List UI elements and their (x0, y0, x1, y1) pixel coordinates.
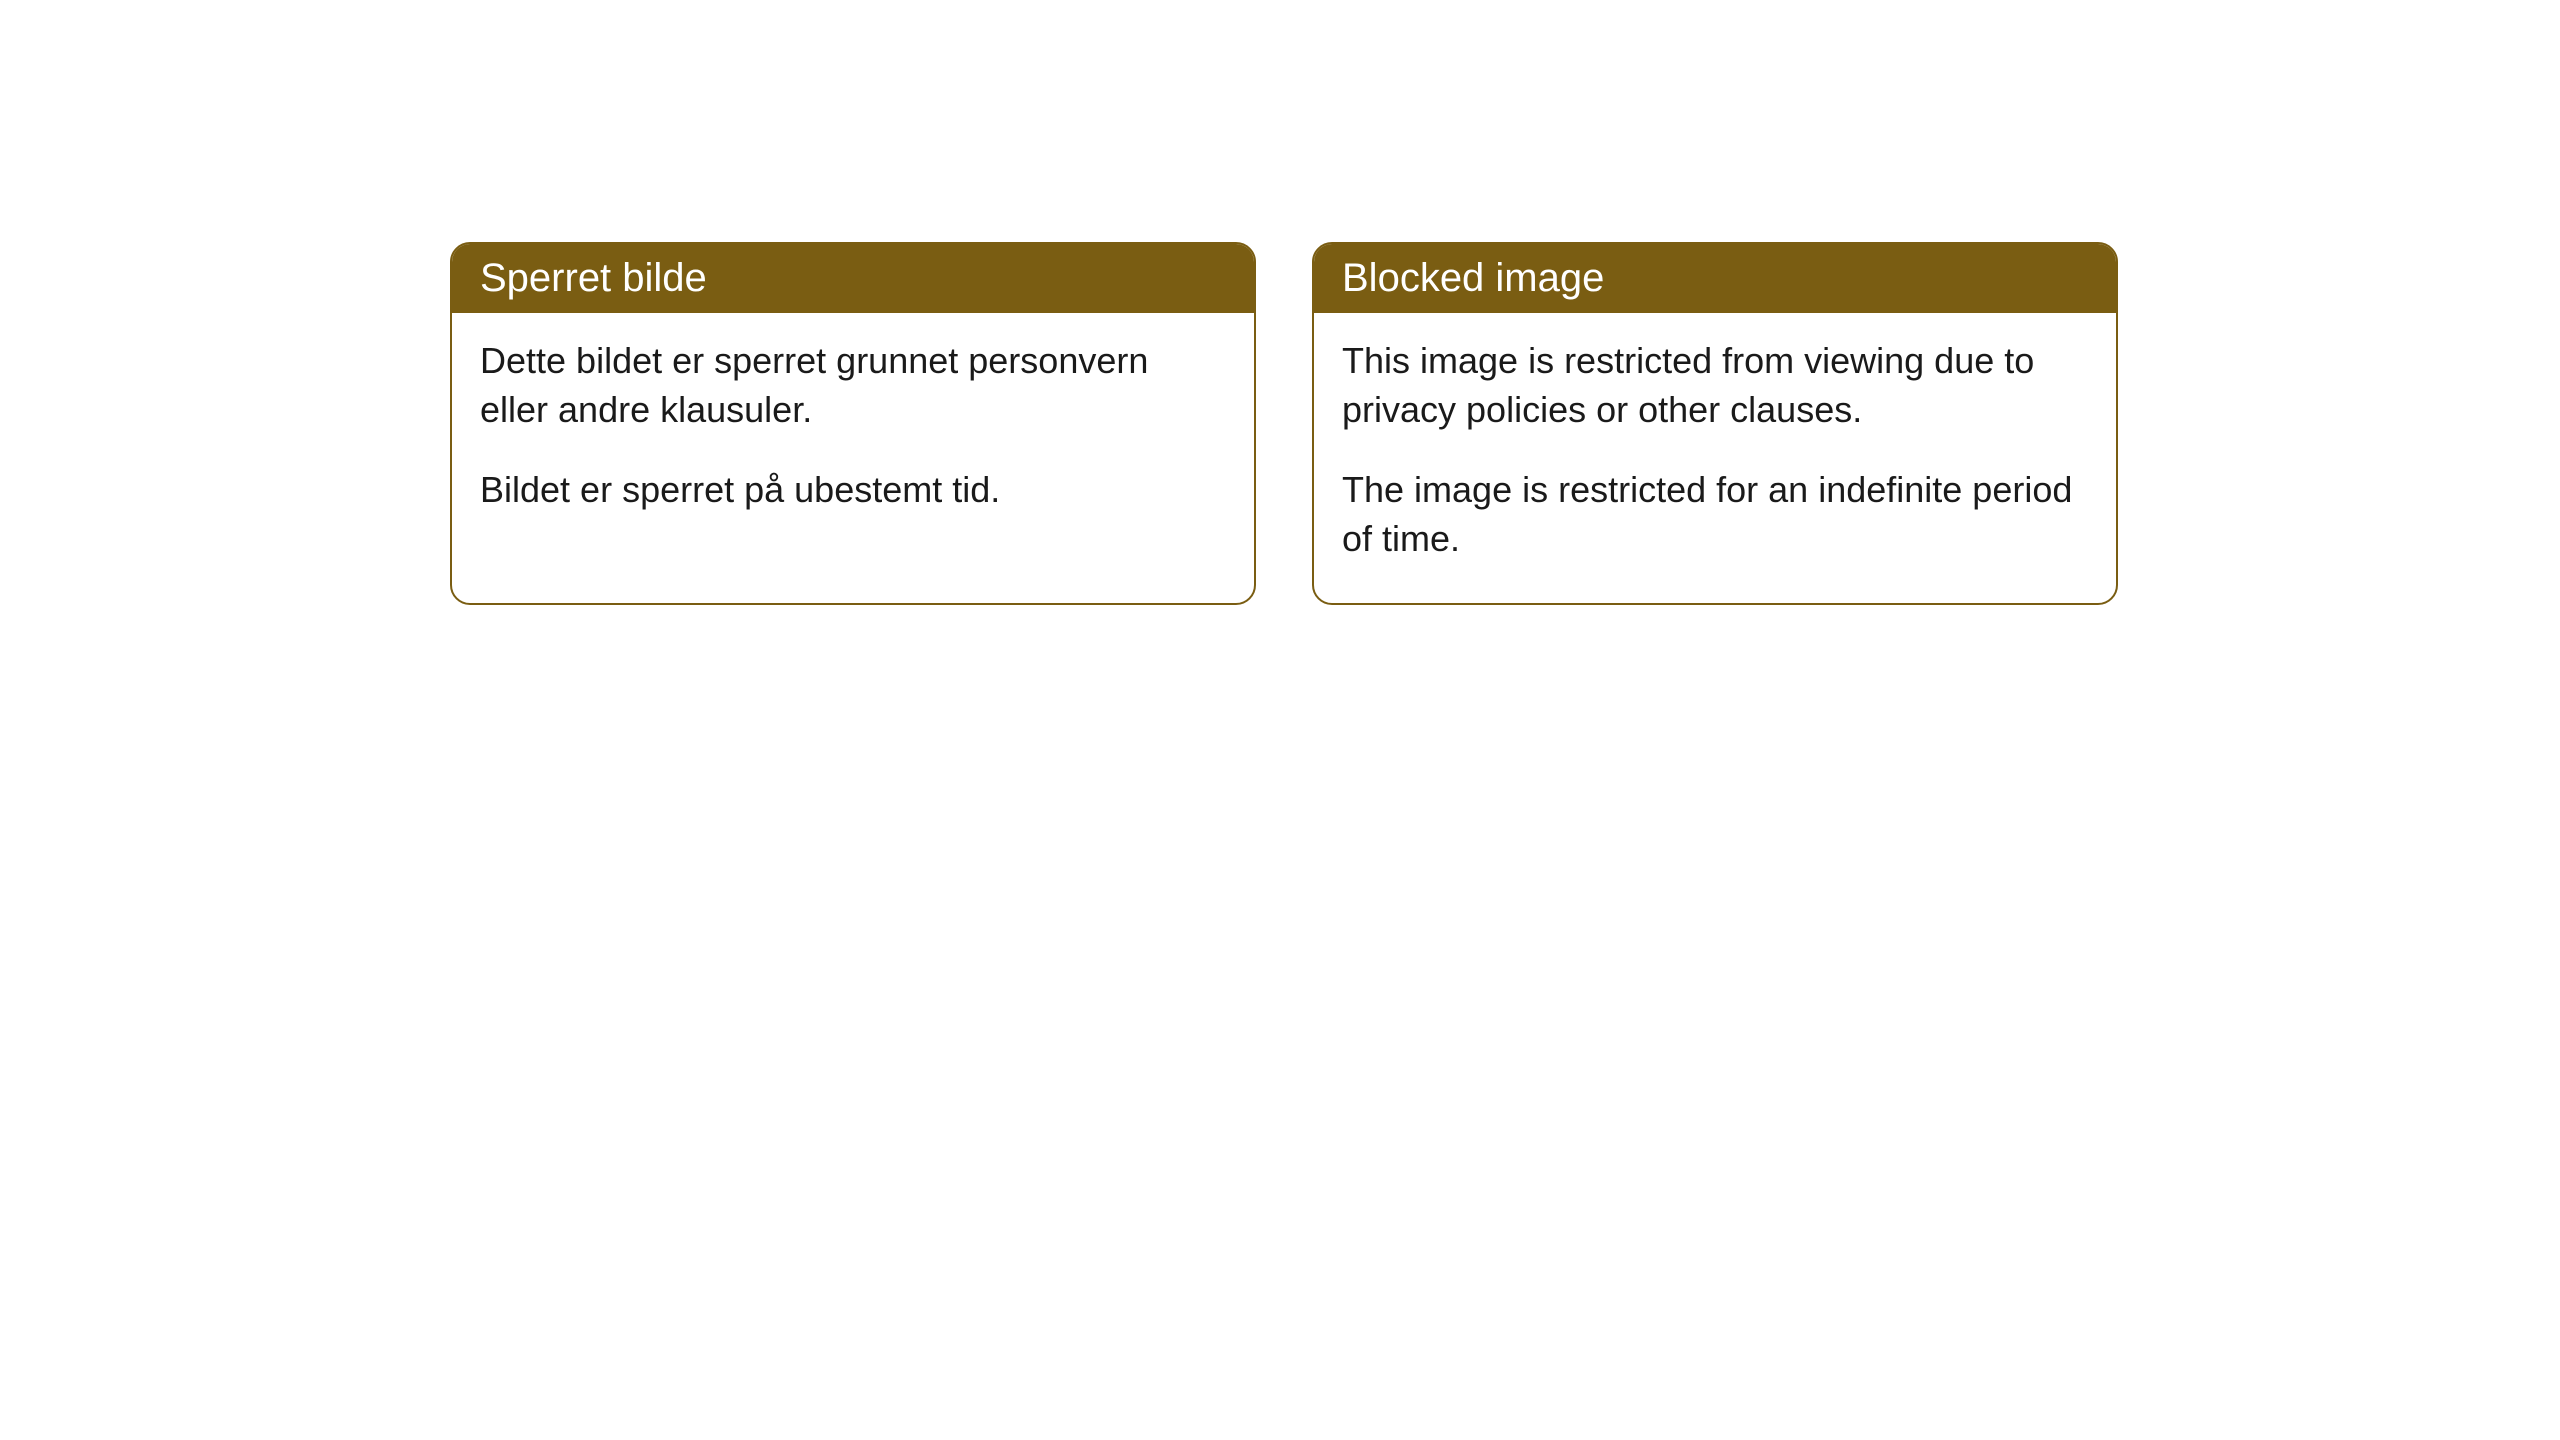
cards-container: Sperret bilde Dette bildet er sperret gr… (450, 242, 2118, 605)
blocked-image-card-norwegian: Sperret bilde Dette bildet er sperret gr… (450, 242, 1256, 605)
card-paragraph-2-english: The image is restricted for an indefinit… (1342, 466, 2088, 563)
card-header-norwegian: Sperret bilde (452, 244, 1254, 313)
card-paragraph-2-norwegian: Bildet er sperret på ubestemt tid. (480, 466, 1226, 515)
card-paragraph-1-norwegian: Dette bildet er sperret grunnet personve… (480, 337, 1226, 434)
card-paragraph-1-english: This image is restricted from viewing du… (1342, 337, 2088, 434)
blocked-image-card-english: Blocked image This image is restricted f… (1312, 242, 2118, 605)
card-header-english: Blocked image (1314, 244, 2116, 313)
card-body-english: This image is restricted from viewing du… (1314, 313, 2116, 603)
card-body-norwegian: Dette bildet er sperret grunnet personve… (452, 313, 1254, 555)
